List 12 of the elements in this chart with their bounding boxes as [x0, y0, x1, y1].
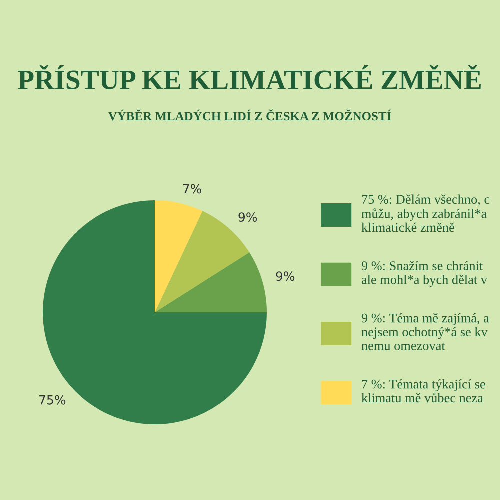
- legend-label: 75 %: Dělám všechno, c můžu, abych zabránil*a klimatické změně: [362, 194, 490, 232]
- pie-slice: [155, 252, 267, 312]
- data-label: 75%: [40, 395, 66, 405]
- data-label: 7%: [183, 184, 202, 194]
- data-label: 9%: [276, 272, 295, 282]
- chart-subtitle: VÝBĚR MLADÝCH LIDÍ Z ČESKA Z MOŽNOSTÍ: [108, 110, 392, 121]
- legend-label: 9 %: Téma mě zajímá, a nejsem ochotný*á se kv nemu omezovat: [362, 313, 490, 350]
- chart-title: PŘÍSTUP KE KLIMATICKÉ ZMĚNĚ: [18, 65, 481, 90]
- data-label: 9%: [238, 212, 258, 222]
- legend-label: 7 %: Témata týkající se klimatu mě vůbec neza: [362, 379, 486, 403]
- pie-slice: [155, 200, 203, 312]
- legend-label: 9 %: Snažím se chránit ale mohl*a bych dělat v: [362, 261, 488, 288]
